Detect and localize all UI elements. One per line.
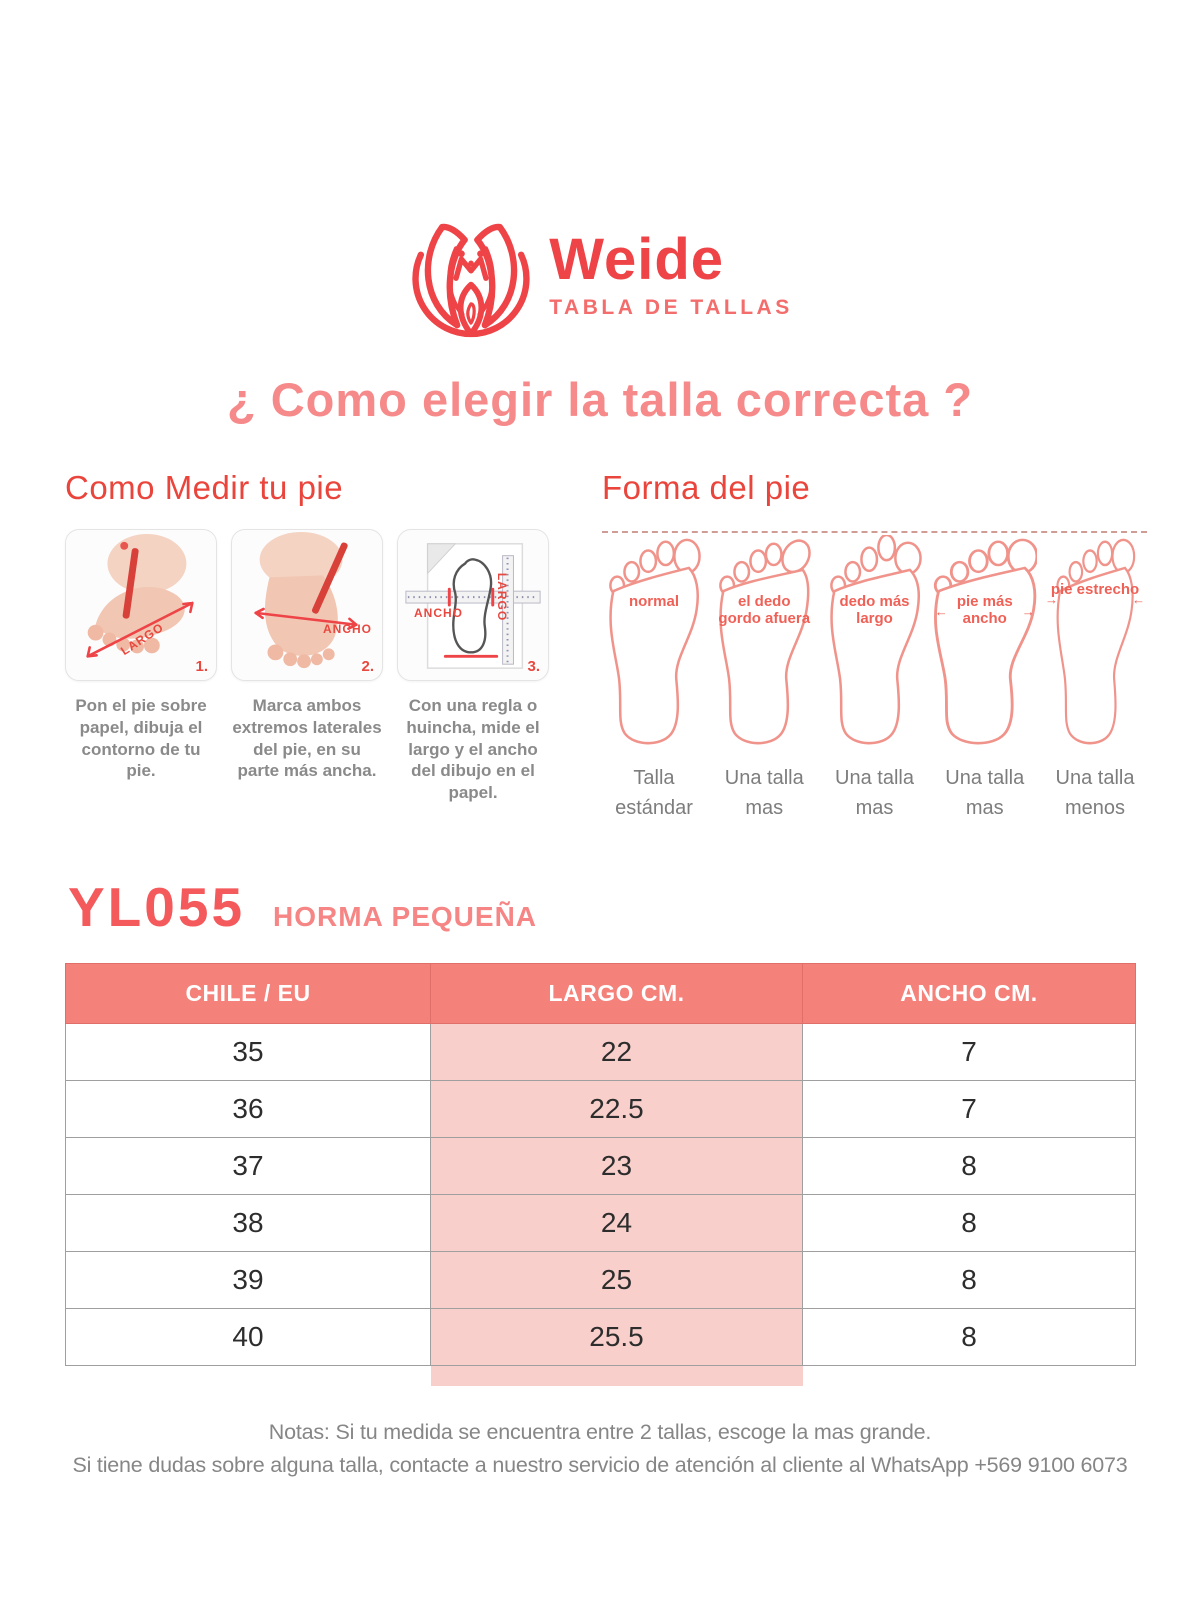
cell-size: 35 [65,1023,431,1081]
largo-column-tail-decoration [431,1366,803,1386]
foot-width-photo-illustration [254,531,358,669]
foot-size-recommendation: Talla estándar [615,767,693,819]
cell-ancho: 8 [802,1251,1136,1309]
foot-outline-normal-icon [609,538,701,745]
step-number: 2. [361,658,374,675]
foot-size-recommendation: Una talla menos [1055,767,1135,819]
cell-size: 38 [65,1194,431,1252]
foot-shape-heading: Forma del pie [602,469,811,506]
cell-largo: 22 [430,1023,803,1081]
size-table-container: CHILE / EU LARGO CM. ANCHO CM. 35 22 7 3… [65,963,1136,1386]
col-header-chile-eu: CHILE / EU [65,963,431,1024]
brand-wordmark: Weide TABLA DE TALLAS [549,226,793,319]
measure-heading: Como Medir tu pie [65,469,344,506]
foot-label-narrow: → pie estrecho ← [1045,581,1145,607]
foot-outline-narrow-icon [1056,538,1136,745]
narrow-arrow-left-icon: → [1045,592,1058,607]
width-arrow-right-icon: → [1021,604,1035,619]
foot-outline-big-toe-out-icon [719,539,812,745]
brand-logo-icon [407,210,535,338]
step-caption-3: Con una regla o huincha, mide el largo y… [406,696,540,802]
measure-step-3-image: ANCHO LARGO 3. [397,529,549,681]
cell-ancho: 8 [802,1308,1136,1366]
foot-figure-big-toe-out: el dedo gordo afuera Una talla mas [712,535,816,823]
product-heading: YL055 HORMA PEQUEÑA [68,875,1200,939]
foot-figure-narrow: → pie estrecho ← Una talla menos [1043,535,1147,823]
cell-ancho: 7 [802,1023,1136,1081]
measure-step-1-image: LARGO 1. [65,529,217,681]
footer-notes: Notas: Si tu medida se encuentra entre 2… [0,1416,1200,1483]
brand-header: Weide TABLA DE TALLAS [0,0,1200,338]
cell-largo: 25 [430,1251,803,1309]
cell-ancho: 8 [802,1194,1136,1252]
table-row: 40 25.5 8 [65,1308,1136,1366]
foot-size-recommendation: Una talla mas [835,767,914,819]
foot-size-recommendation: Una talla mas [945,767,1025,819]
foot-size-recommendation: Una talla mas [724,767,804,819]
brand-name: Weide [549,226,725,292]
product-subtitle: HORMA PEQUEÑA [273,901,538,932]
table-row: 38 24 8 [65,1194,1136,1252]
largo-diagram-label: LARGO [494,572,509,622]
table-row: 37 23 8 [65,1137,1136,1195]
cell-largo: 22.5 [430,1080,803,1138]
paper-ruler-illustration [405,543,541,669]
cell-largo: 23 [430,1137,803,1195]
cell-ancho: 7 [802,1080,1136,1138]
cell-size: 36 [65,1080,431,1138]
product-code: YL055 [68,876,246,938]
foot-figure-normal: normal Talla estándar [602,535,706,823]
foot-label-normal: normal [628,593,679,610]
col-header-ancho: ANCHO CM. [802,963,1136,1024]
ancho-diagram-label: ANCHO [414,606,463,620]
step-caption-2: Marca ambos extremos laterales del pie, … [232,696,382,781]
ancho-diagram-label: ANCHO [323,622,372,636]
note-line-1: Notas: Si tu medida se encuentra entre 2… [268,1420,932,1444]
foot-figure-long-toe: dedo más largo Una talla mas [823,535,927,823]
page-title: ¿ Como elegir la talla correcta ? [226,373,974,426]
table-row: 35 22 7 [65,1023,1136,1081]
measure-section: Como Medir tu pie LARGO [65,469,557,823]
table-row: 39 25 8 [65,1251,1136,1309]
foot-shape-figures: normal Talla estándar [602,535,1147,823]
foot-outline-long-toe-icon [829,535,922,745]
measure-steps: LARGO 1. ANCHO 2. [65,529,557,681]
size-table: CHILE / EU LARGO CM. ANCHO CM. 35 22 7 3… [65,963,1136,1366]
table-row: 36 22.5 7 [65,1080,1136,1138]
note-line-2: Si tiene dudas sobre alguna talla, conta… [72,1453,1128,1478]
table-header-row: CHILE / EU LARGO CM. ANCHO CM. [65,963,1136,1024]
cell-largo: 25.5 [430,1308,803,1366]
measure-step-2-image: ANCHO 2. [231,529,383,681]
cell-size: 40 [65,1308,431,1366]
step-number: 3. [527,658,540,675]
narrow-arrow-right-icon: ← [1132,592,1145,607]
cell-largo: 24 [430,1194,803,1252]
foot-length-photo-illustration [86,533,194,658]
step-number: 1. [195,658,208,675]
toe-line-divider [602,531,1147,533]
foot-figure-wide: ← pie más ancho → Una talla mas [933,535,1037,823]
step-caption-1: Pon el pie sobre papel, dibuja el contor… [75,696,207,781]
phoenix-tulip-crown-emblem [412,223,530,338]
width-arrow-left-icon: ← [934,604,948,619]
foot-label-wide: ← pie más ancho → [934,593,1035,628]
cell-ancho: 8 [802,1137,1136,1195]
foot-shape-section: Forma del pie normal [602,469,1147,823]
foot-label-big-toe-out: el dedo gordo afuera [718,593,811,628]
foot-label-long-toe: dedo más largo [839,593,910,628]
brand-tagline: TABLA DE TALLAS [549,295,793,319]
col-header-largo: LARGO CM. [430,963,803,1024]
cell-size: 37 [65,1137,431,1195]
instructions-section: Como Medir tu pie LARGO [65,469,1200,823]
measure-captions: Pon el pie sobre papel, dibuja el contor… [65,695,557,804]
cell-size: 39 [65,1251,431,1309]
foot-outline-wide-icon [933,538,1037,745]
